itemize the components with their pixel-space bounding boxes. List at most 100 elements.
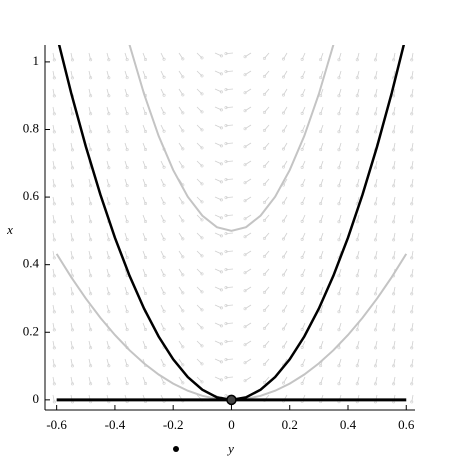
field-arrow-head — [319, 346, 323, 350]
field-arrow-head — [337, 166, 341, 170]
field-arrow-head — [181, 57, 185, 61]
field-arrow-head — [355, 382, 359, 386]
field-arrow-head — [219, 162, 223, 166]
field-arrow-head — [300, 291, 304, 295]
field-arrow-head — [219, 126, 223, 130]
field-arrow-head — [319, 292, 323, 296]
field-arrow-head — [392, 220, 396, 224]
x-axis-label: y — [226, 441, 234, 456]
field-arrow-head — [70, 238, 74, 242]
field-arrow-head — [281, 129, 285, 133]
field-arrow-head — [410, 94, 414, 98]
field-arrow-head — [243, 55, 247, 59]
field-arrow-head — [224, 250, 228, 254]
field-arrow-head — [281, 309, 285, 313]
field-arrow-head — [70, 256, 74, 260]
field-arrow-head — [243, 199, 247, 203]
field-arrow-head — [410, 346, 414, 350]
field-arrow-head — [219, 378, 223, 382]
field-arrow-head — [89, 202, 93, 206]
field-arrow-head — [219, 306, 223, 310]
field-arrow-head — [181, 345, 185, 349]
field-arrow-head — [392, 166, 396, 170]
field-arrow-head — [281, 219, 285, 223]
field-arrow-head — [125, 112, 129, 116]
field-arrow-head — [52, 256, 56, 260]
field-arrow-head — [107, 184, 111, 188]
field-arrow-head — [319, 256, 323, 260]
field-arrow-head — [162, 219, 166, 223]
y-axis-label: x — [6, 222, 13, 237]
field-arrow-head — [70, 58, 74, 62]
field-arrow-head — [107, 58, 111, 62]
field-arrow-head — [392, 364, 396, 368]
field-arrow-head — [52, 184, 56, 188]
field-arrow-head — [52, 292, 56, 296]
field-arrow-head — [392, 112, 396, 116]
field-arrow-head — [70, 364, 74, 368]
field-arrow-head — [300, 201, 304, 205]
field-arrow-head — [300, 129, 304, 133]
field-arrow-head — [410, 166, 414, 170]
field-arrow-head — [125, 58, 129, 62]
field-arrow-head — [410, 328, 414, 332]
field-arrow-head — [125, 256, 129, 260]
field-arrow-head — [219, 90, 223, 94]
field-arrow-head — [200, 236, 204, 240]
field-arrow-head — [125, 238, 129, 242]
field-arrow-head — [337, 346, 341, 350]
field-arrow-head — [70, 202, 74, 206]
field-arrow-head — [373, 346, 377, 350]
field-arrow-head — [262, 164, 266, 168]
field-arrow-head — [355, 274, 359, 278]
field-arrow-head — [107, 256, 111, 260]
y-tick-label: 0.8 — [23, 120, 39, 135]
field-arrow-head — [219, 180, 223, 184]
field-arrow-head — [107, 148, 111, 152]
field-arrow-head — [219, 54, 223, 58]
field-arrow-head — [355, 256, 359, 260]
field-arrow-head — [373, 310, 377, 314]
field-arrow-head — [392, 130, 396, 134]
field-arrow-head — [410, 238, 414, 242]
field-arrow-head — [224, 142, 228, 146]
field-arrow-head — [70, 310, 74, 314]
field-arrow-head — [373, 184, 377, 188]
field-arrow-head — [243, 379, 247, 383]
field-arrow-head — [281, 165, 285, 169]
field-arrow-head — [125, 202, 129, 206]
trajectory — [57, 45, 406, 402]
field-arrow-head — [52, 148, 56, 152]
field-arrow-head — [224, 286, 228, 290]
field-arrow-head — [410, 112, 414, 116]
field-arrow-head — [200, 56, 204, 60]
field-arrow-head — [355, 310, 359, 314]
field-arrow-head — [262, 290, 266, 294]
field-arrow-head — [262, 326, 266, 330]
field-arrow-head — [125, 130, 129, 134]
x-tick-label: -0.6 — [46, 417, 67, 432]
field-arrow-head — [89, 238, 93, 242]
field-arrow-head — [319, 58, 323, 62]
field-arrow-head — [243, 181, 247, 185]
field-arrow-head — [337, 58, 341, 62]
field-arrow-head — [262, 236, 266, 240]
field-arrow-head — [224, 106, 228, 110]
field-arrow-head — [410, 274, 414, 278]
curves — [55, 45, 408, 402]
field-arrow-head — [355, 94, 359, 98]
field-arrow-head — [181, 75, 185, 79]
field-arrow-head — [373, 274, 377, 278]
x-tick-label: -0.4 — [105, 417, 126, 432]
field-arrow-head — [337, 184, 341, 188]
field-arrow-head — [262, 254, 266, 258]
field-arrow-head — [262, 380, 266, 384]
field-arrow-head — [281, 147, 285, 151]
field-arrow-head — [410, 58, 414, 62]
field-arrow-head — [262, 146, 266, 150]
field-arrow-head — [243, 91, 247, 95]
field-arrow-head — [70, 112, 74, 116]
field-arrow-head — [219, 108, 223, 112]
trajectory — [55, 253, 408, 401]
field-arrow-head — [243, 73, 247, 77]
